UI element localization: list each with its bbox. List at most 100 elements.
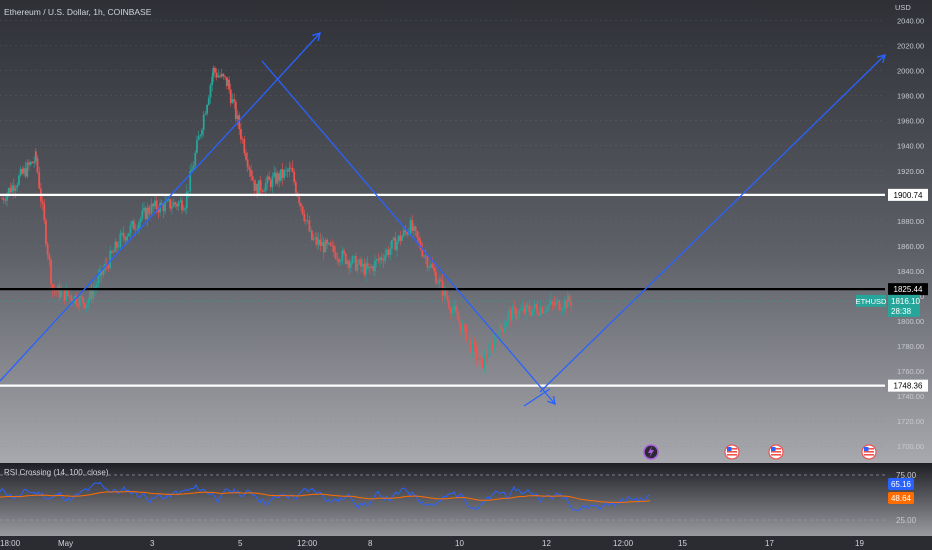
ticker-badge <box>856 294 886 307</box>
price-tick-label: 1740.00 <box>897 392 924 401</box>
candle <box>518 308 521 323</box>
downtrend-tail-line[interactable] <box>523 388 551 407</box>
candle <box>356 258 359 274</box>
candle <box>468 338 471 346</box>
candle <box>46 241 49 260</box>
candle <box>365 258 367 283</box>
candle <box>523 301 526 316</box>
candle <box>485 348 487 364</box>
candle <box>434 266 437 285</box>
candle <box>95 280 98 293</box>
candle <box>348 259 351 275</box>
candle <box>374 254 376 277</box>
candle <box>539 300 542 318</box>
candle <box>280 169 282 184</box>
symbol-title[interactable]: Ethereum / U.S. Dollar, 1h, COINBASE <box>4 7 152 17</box>
price-level-badge <box>888 188 928 201</box>
candle <box>521 301 524 311</box>
candle <box>28 159 30 171</box>
candle <box>281 163 284 186</box>
candle <box>384 248 387 265</box>
candle <box>332 241 335 258</box>
candle <box>448 294 451 311</box>
candle <box>471 338 474 358</box>
price-level-label: 1748.36 <box>894 382 923 391</box>
candle <box>511 303 514 321</box>
candle <box>132 218 135 230</box>
price-tick-label: 2040.00 <box>897 17 924 26</box>
event-icons[interactable] <box>643 444 877 460</box>
trend-drawings[interactable] <box>0 31 887 407</box>
candle <box>526 301 529 311</box>
candle <box>440 276 442 282</box>
rsi-tick-25: 25.00 <box>896 516 917 525</box>
candle <box>259 175 262 196</box>
candle <box>343 247 345 256</box>
time-axis-label: 15 <box>678 539 687 548</box>
candle <box>563 296 566 313</box>
downtrend-line[interactable] <box>261 60 556 406</box>
horizontal-levels[interactable]: 1900.74 1825.44 1748.36 <box>0 188 928 392</box>
candle <box>50 257 52 289</box>
candle <box>206 103 209 117</box>
candle <box>268 171 270 180</box>
price-tick-label: 1960.00 <box>897 117 924 126</box>
candle <box>119 228 122 250</box>
price-tick-label: 1760.00 <box>897 367 924 376</box>
price-level-badge <box>888 379 928 392</box>
candle <box>491 338 494 354</box>
candle <box>141 203 144 222</box>
candle <box>136 224 139 232</box>
candle <box>138 220 140 235</box>
candle <box>502 328 504 338</box>
candle <box>556 296 559 306</box>
uptrend-line-left[interactable] <box>0 31 321 382</box>
candle <box>254 179 257 191</box>
candle <box>553 295 556 308</box>
us-flag-icon[interactable] <box>724 444 740 460</box>
rsi-title[interactable]: RSI Crossing (14, 100, close) <box>4 468 109 477</box>
rsi-value: 65.16 <box>891 480 912 489</box>
uptrend-line-right[interactable] <box>539 54 887 393</box>
candle <box>68 294 71 299</box>
price-level-label: 1825.44 <box>894 285 923 294</box>
candle <box>82 296 85 310</box>
candle <box>533 299 536 316</box>
candle <box>346 258 349 269</box>
candle <box>21 166 24 175</box>
price-tick-label: 1720.00 <box>897 417 924 426</box>
candle <box>361 257 364 272</box>
price-tick-label: 1920.00 <box>897 167 924 176</box>
bolt-icon[interactable] <box>643 444 659 460</box>
candle <box>508 305 511 322</box>
candle <box>354 252 357 272</box>
candle <box>322 237 325 260</box>
candle <box>194 149 197 168</box>
candle <box>476 352 479 365</box>
candle <box>541 306 544 315</box>
candle <box>122 226 125 242</box>
price-tick-label: 1860.00 <box>897 242 924 251</box>
candle <box>370 264 373 270</box>
candle <box>285 166 287 177</box>
candle <box>190 162 193 172</box>
candle <box>87 297 90 310</box>
currency-label: USD <box>895 3 911 12</box>
candle <box>561 307 564 316</box>
time-axis-label: 3 <box>150 539 155 548</box>
candle <box>283 168 286 181</box>
time-axis-label: 12:00 <box>297 539 318 548</box>
candle <box>243 135 246 156</box>
us-flag-icon[interactable] <box>768 444 784 460</box>
us-flag-icon[interactable] <box>861 444 877 460</box>
candle <box>114 238 117 252</box>
candle <box>75 292 78 308</box>
time-axis[interactable]: 18:00 May 3 5 12:00 8 10 12 12:00 15 17 19 <box>0 539 864 548</box>
candle <box>278 171 281 188</box>
candle <box>488 336 491 358</box>
candle <box>144 206 147 221</box>
candle <box>294 179 297 195</box>
candle <box>493 333 496 353</box>
